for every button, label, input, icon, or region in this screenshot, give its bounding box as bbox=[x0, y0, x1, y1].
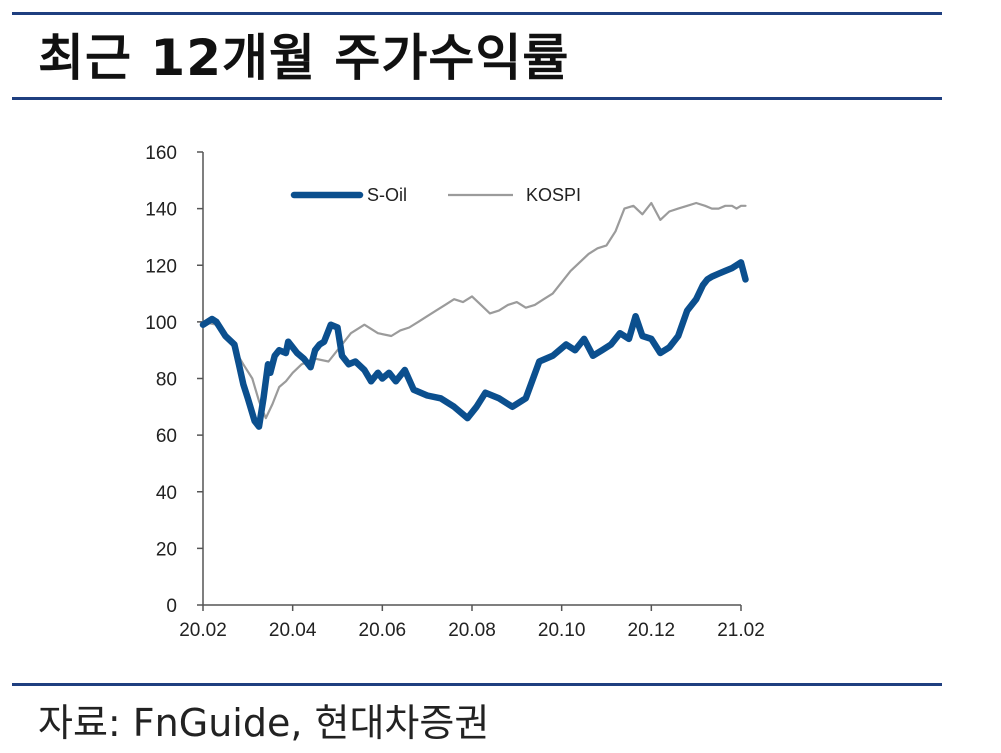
source-note: 자료: FnGuide, 현대차증권 bbox=[38, 701, 490, 745]
y-tick-label: 80 bbox=[156, 370, 177, 391]
y-tick-label: 120 bbox=[145, 256, 177, 277]
legend-label-s-oil: S-Oil bbox=[367, 185, 407, 205]
y-tick-label: 100 bbox=[145, 313, 177, 334]
y-tick-label: 20 bbox=[156, 539, 177, 560]
x-tick-label: 20.02 bbox=[179, 620, 227, 641]
y-tick-label: 0 bbox=[166, 596, 177, 617]
y-tick-label: 140 bbox=[145, 200, 177, 221]
y-axis: 0 20 40 60 80 100 120 140 160 bbox=[145, 143, 204, 617]
legend-label-kospi: KOSPI bbox=[526, 185, 581, 205]
series-layer bbox=[199, 201, 749, 430]
chart-legend: S-Oil KOSPI bbox=[290, 185, 581, 205]
x-tick-label: 20.08 bbox=[448, 620, 496, 641]
bottom-rule bbox=[12, 683, 942, 686]
x-tick-label: 20.04 bbox=[269, 620, 317, 641]
x-tick-label: 20.10 bbox=[538, 620, 586, 641]
top-rule bbox=[12, 12, 942, 15]
title-underline-rule bbox=[12, 97, 942, 100]
page-title: 최근 12개월 주가수익률 bbox=[38, 29, 570, 87]
x-tick-label: 21.02 bbox=[717, 620, 765, 641]
y-tick-label: 40 bbox=[156, 483, 177, 504]
y-tick-label: 60 bbox=[156, 426, 177, 447]
x-axis: 20.02 20.04 20.06 20.08 20.10 20.12 21.02 bbox=[179, 604, 765, 641]
series-line-s-oil bbox=[199, 259, 749, 430]
y-tick-label: 160 bbox=[145, 143, 177, 164]
x-tick-label: 20.12 bbox=[628, 620, 676, 641]
series-line-kospi bbox=[201, 201, 747, 420]
x-tick-label: 20.06 bbox=[359, 620, 407, 641]
